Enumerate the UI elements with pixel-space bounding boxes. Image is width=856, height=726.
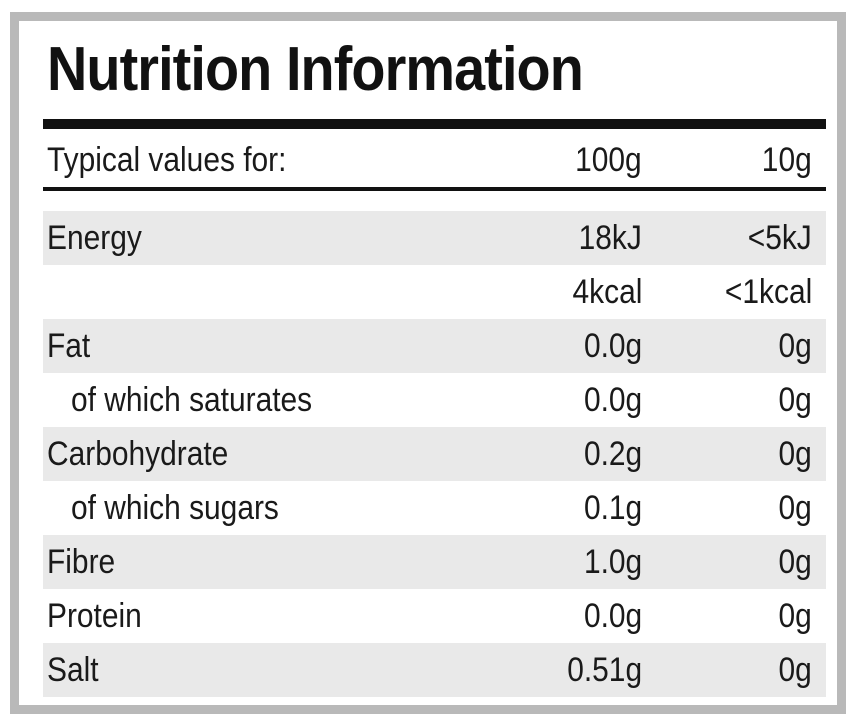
nutrition-label: Nutrition Information Typical values for… — [10, 12, 846, 714]
value-per-100g: 1.0g — [583, 543, 642, 581]
value-per-10g: 0g — [778, 651, 812, 689]
row-protein: Protein 0.0g 0g — [43, 589, 826, 643]
row-fat: Fat 0.0g 0g — [43, 319, 826, 373]
row-carbohydrate: Carbohydrate 0.2g 0g — [43, 427, 826, 481]
row-sugars: of which sugars 0.1g 0g — [43, 481, 826, 535]
nutrition-label-inner: Nutrition Information Typical values for… — [43, 21, 826, 705]
header-row: Typical values for: 100g 10g — [43, 133, 826, 187]
nutrient-name: Fat — [47, 327, 91, 365]
row-salt: Salt 0.51g 0g — [43, 643, 826, 697]
value-per-10g: 0g — [778, 381, 812, 419]
title-divider — [43, 119, 826, 129]
value-per-100g: 4kcal — [572, 273, 642, 311]
nutrient-name: Fibre — [47, 543, 116, 581]
value-per-10g: <5kJ — [747, 219, 812, 257]
row-energy-kcal: 4kcal <1kcal — [43, 265, 826, 319]
header-col-100g: 100g — [575, 141, 642, 179]
header-label: Typical values for: — [47, 141, 287, 179]
value-per-10g: 0g — [778, 597, 812, 635]
row-saturates: of which saturates 0.0g 0g — [43, 373, 826, 427]
label-title: Nutrition Information — [47, 35, 584, 104]
value-per-10g: 0g — [778, 327, 812, 365]
value-per-10g: 0g — [778, 543, 812, 581]
value-per-10g: <1kcal — [724, 273, 812, 311]
value-per-100g: 0.0g — [583, 381, 642, 419]
nutrient-name: Carbohydrate — [47, 435, 229, 473]
value-per-10g: 0g — [778, 489, 812, 527]
value-per-100g: 0.2g — [583, 435, 642, 473]
nutrient-name: Energy — [47, 219, 142, 257]
value-per-100g: 0.1g — [583, 489, 642, 527]
value-per-100g: 18kJ — [578, 219, 642, 257]
value-per-10g: 0g — [778, 435, 812, 473]
nutrient-name: of which saturates — [71, 381, 313, 419]
row-fibre: Fibre 1.0g 0g — [43, 535, 826, 589]
nutrient-name: Protein — [47, 597, 142, 635]
header-divider — [43, 187, 826, 191]
nutrient-name: of which sugars — [71, 489, 279, 527]
row-energy-kj: Energy 18kJ <5kJ — [43, 211, 826, 265]
value-per-100g: 0.0g — [583, 597, 642, 635]
header-col-10g: 10g — [762, 141, 812, 179]
nutrient-name: Salt — [47, 651, 99, 689]
value-per-100g: 0.0g — [583, 327, 642, 365]
value-per-100g: 0.51g — [567, 651, 642, 689]
